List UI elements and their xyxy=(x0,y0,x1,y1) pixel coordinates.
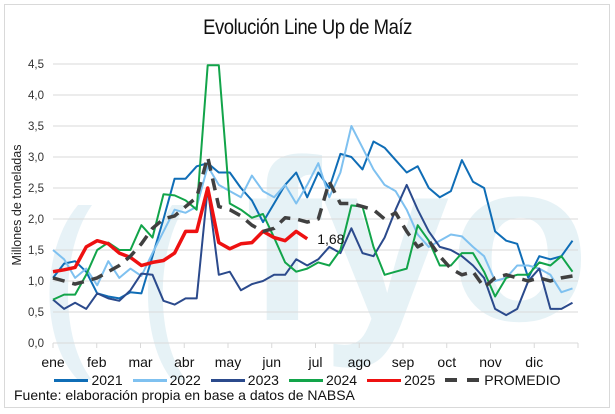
series-line-2024 xyxy=(52,64,574,301)
legend-swatch xyxy=(367,378,402,382)
watermark-text: fyo xyxy=(245,112,590,369)
x-tick-label: may xyxy=(215,354,241,370)
legend-label: PROMEDIO xyxy=(484,372,561,388)
y-tick-label: 3,0 xyxy=(28,152,44,164)
source-note: Fuente: elaboración propia en base a dat… xyxy=(14,387,355,403)
watermark-paren xyxy=(49,205,92,380)
legend-label: 2022 xyxy=(169,372,201,388)
legend-label: 2023 xyxy=(247,372,279,388)
y-tick-label: 0,5 xyxy=(28,307,44,319)
data-label-2025-last: 1,68 xyxy=(317,231,344,247)
y-tick-label: 3,5 xyxy=(28,121,44,133)
y-tick-label: 1,0 xyxy=(28,276,44,288)
legend-item-2022: 2022 xyxy=(132,372,201,388)
legend-swatch xyxy=(288,378,323,382)
y-tick-label: 4,5 xyxy=(28,59,44,71)
y-tick-label: 2,5 xyxy=(28,183,44,195)
x-tick-label: oct xyxy=(437,354,456,370)
x-tick-label: nov xyxy=(479,354,502,370)
legend-item-promedio: PROMEDIO xyxy=(445,372,561,388)
legend-item-2024: 2024 xyxy=(288,372,358,388)
watermark-paren-2 xyxy=(148,205,186,380)
watermark: fyo xyxy=(49,112,590,380)
x-tick-label: abr xyxy=(174,354,195,370)
x-tick-label: sep xyxy=(392,354,415,370)
legend-swatch xyxy=(445,378,480,382)
y-tick-label: 1,5 xyxy=(28,245,44,257)
legend-swatch xyxy=(132,378,167,382)
legend-swatch xyxy=(210,378,245,382)
legend-label: 2021 xyxy=(91,372,123,388)
x-tick-label: ene xyxy=(41,354,65,370)
x-tick-label: dic xyxy=(525,354,543,370)
chart-frame xyxy=(4,4,610,408)
x-tick-label: feb xyxy=(87,354,107,370)
y-tick-label: 2,0 xyxy=(28,214,44,226)
legend-item-2021: 2021 xyxy=(54,372,123,388)
legend-swatch xyxy=(54,378,89,382)
y-tick-label: 0,0 xyxy=(28,338,44,350)
legend-item-2023: 2023 xyxy=(210,372,279,388)
x-tick-label: jun xyxy=(261,354,281,370)
legend-label: 2025 xyxy=(404,372,436,388)
y-axis-label: Millones de toneladas xyxy=(10,145,24,266)
chart-title: Evolución Line Up de Maíz xyxy=(203,16,412,39)
series-line-2023 xyxy=(52,183,573,317)
x-tick-label: ago xyxy=(348,354,372,370)
y-tick-label: 4,0 xyxy=(28,90,44,102)
legend: 2021 2022 2023 2024 2025 PROMEDIO xyxy=(0,372,615,388)
x-tick-label: mar xyxy=(128,354,152,370)
legend-item-2025: 2025 xyxy=(367,372,435,388)
legend-label: 2024 xyxy=(325,372,358,388)
x-tick-label: jul xyxy=(307,354,322,370)
series-line-2021 xyxy=(52,140,574,300)
